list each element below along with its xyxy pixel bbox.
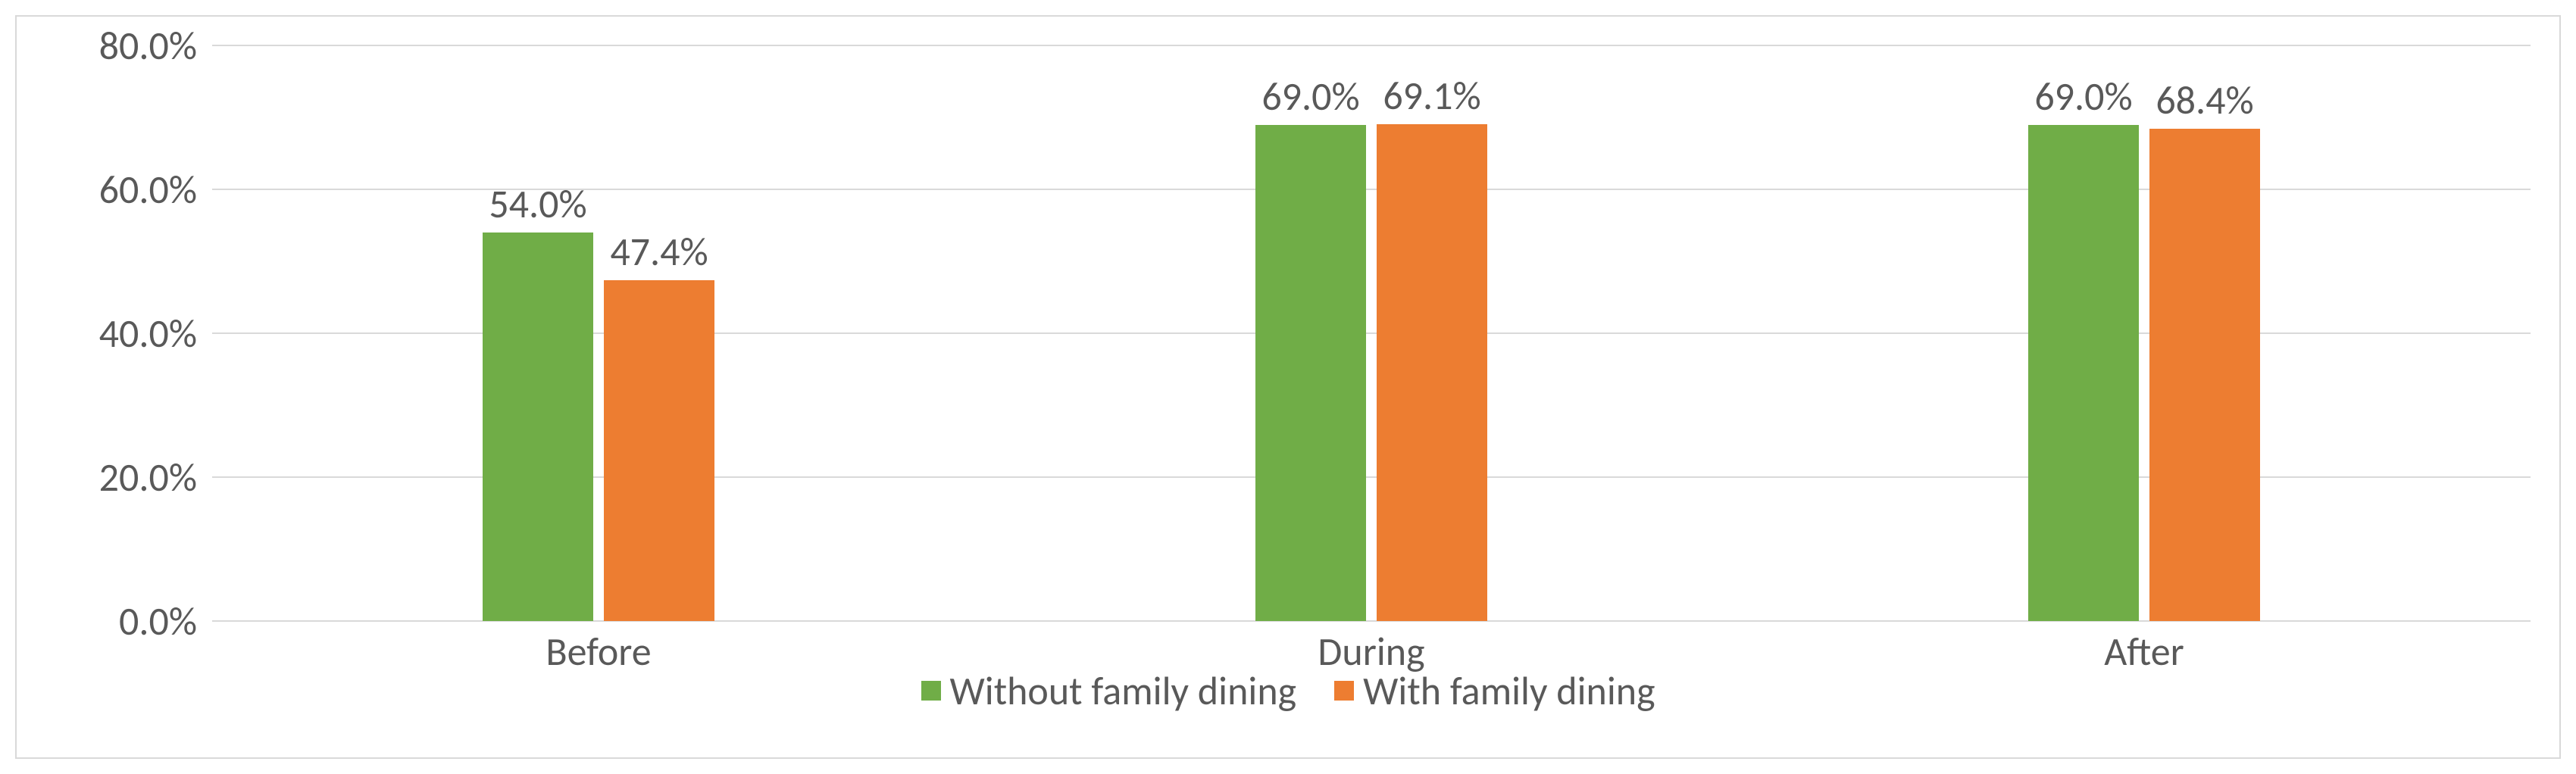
y-tick-label: 40.0% <box>99 309 212 357</box>
plot-area: 0.0%20.0%40.0%60.0%80.0%Before54.0%47.4%… <box>212 45 2531 621</box>
bar <box>483 233 593 621</box>
y-tick-label: 0.0% <box>119 597 212 645</box>
gridline <box>212 45 2531 46</box>
bar <box>2149 129 2260 621</box>
data-label: 47.4% <box>610 227 708 276</box>
legend-item: Without family dining <box>921 666 1297 715</box>
y-tick-label: 20.0% <box>99 453 212 501</box>
bar <box>604 280 714 621</box>
bar <box>1377 124 1487 621</box>
legend-swatch <box>921 681 941 701</box>
bar-chart: 0.0% 20.0% 40.0% 60.0% 80.0% Before 54.0% 47.4%… <box>0 0 2576 774</box>
data-label: 69.0% <box>2034 72 2132 120</box>
data-label: 69.0% <box>1261 72 1359 120</box>
y-tick-label: 80.0% <box>99 21 212 70</box>
legend-label: With family dining <box>1363 666 1655 715</box>
y-tick-label: 60.0% <box>99 165 212 214</box>
legend-swatch <box>1334 681 1354 701</box>
bar <box>2028 125 2139 622</box>
x-category-label: After <box>2104 621 2184 676</box>
data-label: 54.0% <box>489 179 586 228</box>
x-category-label: Before <box>546 621 651 676</box>
data-label: 68.4% <box>2156 76 2253 124</box>
legend-item: With family dining <box>1334 666 1655 715</box>
data-label: 69.1% <box>1383 71 1480 120</box>
legend: Without family dining With family dining <box>921 666 1655 715</box>
legend-label: Without family dining <box>950 666 1297 715</box>
bar <box>1255 125 1366 622</box>
